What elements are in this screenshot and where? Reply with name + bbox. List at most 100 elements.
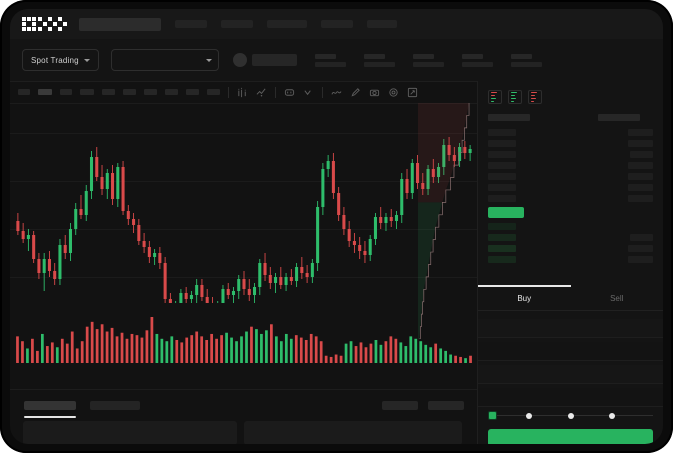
nav-item-1[interactable]	[221, 20, 253, 28]
market-stat-label	[363, 53, 385, 59]
market-stat-3	[461, 53, 493, 67]
market-stat-1	[363, 53, 395, 67]
chevron-down-icon	[83, 58, 90, 62]
timeframe-chip-9[interactable]	[207, 89, 220, 95]
orderbook-amount-cell	[628, 140, 653, 147]
nav-item-2[interactable]	[267, 20, 307, 28]
orderbook-amount-cell	[628, 245, 653, 252]
trade-tab-label: Sell	[610, 293, 624, 303]
depth-chart-overlay	[416, 103, 478, 339]
orderbook-amount-cell	[628, 173, 653, 180]
orderbook-view-toggles	[478, 81, 663, 104]
total-field[interactable]	[478, 388, 663, 407]
settings-gear-icon[interactable]	[388, 87, 399, 98]
price-chart-area[interactable]	[10, 103, 478, 389]
line-chart-icon[interactable]	[256, 87, 267, 98]
drawing-tools-icon[interactable]	[350, 87, 361, 98]
timeframe-chip-5[interactable]	[123, 89, 136, 95]
market-stat-label	[412, 53, 434, 59]
nav-items	[161, 20, 397, 28]
amount-percent-slider[interactable]	[488, 411, 653, 420]
timeframe-chip-3[interactable]	[80, 89, 94, 95]
orderbook-bid-row	[478, 254, 663, 265]
timeframe-chip-4[interactable]	[102, 89, 115, 95]
orderbook-header-1	[598, 114, 640, 121]
timeframe-selector	[10, 89, 220, 95]
orderbook-price-cell	[488, 173, 516, 180]
bottom-panel-1[interactable]	[244, 421, 462, 444]
market-stats	[297, 53, 542, 67]
timeframe-chip-2[interactable]	[60, 89, 72, 95]
toggle-bar-bot2	[491, 100, 495, 103]
orders-tab-0[interactable]	[24, 400, 76, 418]
slider-handle[interactable]	[488, 411, 497, 420]
timeframe-chip-6[interactable]	[144, 89, 157, 95]
camera-icon[interactable]	[369, 87, 380, 98]
chart-gridline-1	[10, 181, 478, 182]
amount-field[interactable]	[478, 365, 663, 384]
orderbook-trade-panel: Buy Sell	[477, 81, 663, 444]
toggle-bar-top	[491, 91, 497, 94]
slider-stop-50[interactable]	[567, 412, 574, 419]
bottom-panel-0[interactable]	[23, 421, 237, 444]
nav-item-3[interactable]	[321, 20, 353, 28]
orderbook-header-0	[488, 114, 530, 121]
volume-series	[16, 317, 472, 363]
nav-search-input[interactable]	[79, 17, 161, 31]
toggle-bar-top	[531, 91, 537, 94]
orderbook-amount-cell	[630, 234, 653, 241]
trendline-icon[interactable]	[331, 87, 342, 98]
orderbook-amount-cell	[628, 162, 653, 169]
toggle-bar-bot	[491, 97, 497, 100]
timeframe-chip-1[interactable]	[38, 89, 52, 95]
market-stat-value	[510, 61, 542, 67]
indicators-icon[interactable]	[284, 87, 295, 98]
orderbook-price-cell	[488, 234, 516, 241]
order-type-field[interactable]	[478, 319, 663, 338]
orders-tab-label	[90, 400, 140, 410]
orderbook-ask-row	[478, 160, 663, 171]
slider-stop-25[interactable]	[526, 412, 533, 419]
market-stat-label	[510, 53, 532, 59]
bottom-panels	[10, 421, 478, 444]
trading-mode-label: Spot Trading	[31, 55, 79, 65]
price-field[interactable]	[478, 342, 663, 361]
toggle-bar-bot2	[511, 100, 515, 103]
nav-item-0[interactable]	[175, 20, 207, 28]
toggle-bar-bot	[511, 97, 517, 100]
app-screen: Spot Trading	[10, 9, 663, 444]
submit-order-button[interactable]	[488, 429, 653, 444]
trade-tab-sell[interactable]: Sell	[571, 286, 664, 310]
trade-tab-buy[interactable]: Buy	[478, 285, 571, 310]
okx-logo[interactable]	[22, 17, 67, 31]
orders-tab-1[interactable]	[90, 400, 140, 410]
orderbook-view-asks[interactable]	[528, 90, 542, 104]
timeframe-chip-8[interactable]	[186, 89, 199, 95]
compare-icon[interactable]	[303, 87, 314, 98]
timeframe-chip-0[interactable]	[18, 89, 30, 95]
slider-stop-75[interactable]	[608, 412, 615, 419]
orders-action-0[interactable]	[382, 400, 418, 410]
orders-action-1[interactable]	[428, 400, 464, 410]
orderbook-view-both[interactable]	[488, 90, 502, 104]
fullscreen-icon[interactable]	[407, 87, 418, 98]
trading-pair-selector[interactable]	[110, 49, 219, 71]
logo-letter-k	[37, 17, 52, 31]
candlestick-chart-icon[interactable]	[237, 87, 248, 98]
orderbook-amount-cell	[628, 184, 653, 191]
orderbook-ask-row	[478, 193, 663, 204]
market-stat-0	[314, 53, 346, 67]
orderbook-view-bids[interactable]	[508, 90, 522, 104]
nav-item-4[interactable]	[367, 20, 397, 28]
orders-tabbar	[10, 389, 478, 420]
market-stat-value	[412, 61, 444, 67]
market-stat-label	[461, 53, 483, 59]
trading-mode-selector[interactable]: Spot Trading	[22, 49, 99, 71]
orderbook-price-cell	[488, 184, 516, 191]
toggle-bar-bot2	[531, 100, 535, 103]
toolbar-divider	[322, 86, 323, 98]
trade-tab-label: Buy	[517, 293, 532, 303]
timeframe-chip-7[interactable]	[165, 89, 178, 95]
orderbook-amount-cell	[630, 151, 653, 158]
chart-gridline-2	[10, 229, 478, 230]
